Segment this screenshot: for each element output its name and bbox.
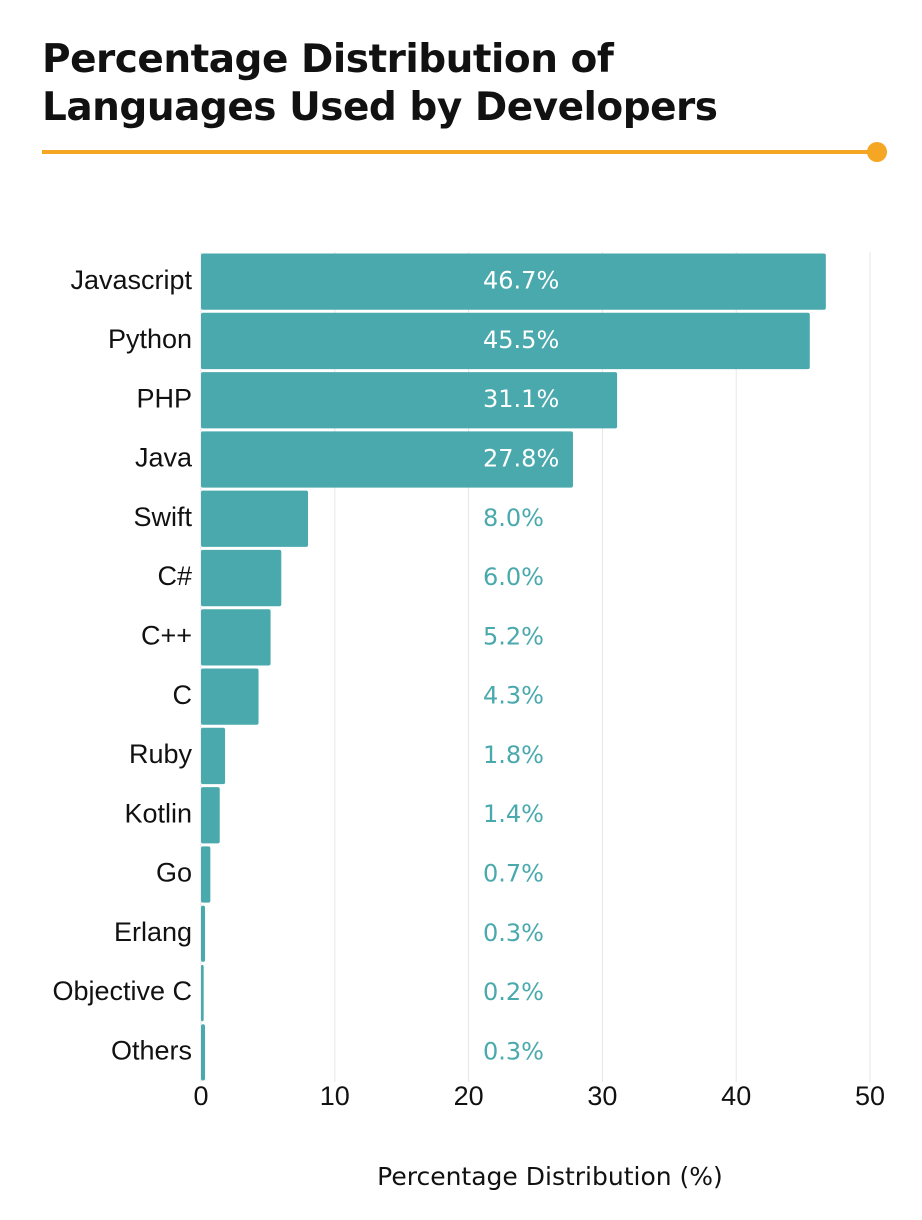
data-label: 0.3% — [483, 1037, 544, 1065]
y-tick-label: PHP — [136, 383, 192, 413]
y-tick-label: C — [173, 680, 193, 710]
data-label: 0.3% — [483, 919, 544, 947]
y-tick-label: Erlang — [114, 917, 192, 947]
bar — [201, 490, 309, 547]
y-tick-label: Kotlin — [124, 798, 192, 828]
x-tick-label: 30 — [587, 1081, 617, 1111]
x-tick-label: 50 — [855, 1081, 885, 1111]
y-tick-label: Swift — [133, 502, 192, 532]
bar — [201, 253, 826, 310]
data-label: 0.2% — [483, 978, 544, 1006]
data-label: 4.3% — [483, 682, 544, 710]
title-rule-dot — [867, 142, 887, 162]
data-label: 45.5% — [483, 326, 559, 354]
bar — [201, 905, 206, 962]
data-label: 46.7% — [483, 267, 559, 295]
data-label: 31.1% — [483, 385, 559, 413]
y-tick-label: Objective C — [52, 976, 192, 1006]
bar — [201, 609, 271, 666]
x-tick-label: 40 — [721, 1081, 751, 1111]
y-tick-label: Javascript — [70, 265, 192, 295]
data-label: 1.4% — [483, 800, 544, 828]
bar — [201, 372, 618, 429]
bar — [201, 964, 204, 1022]
y-tick-label: C++ — [141, 620, 192, 650]
y-tick-label: Go — [156, 858, 192, 888]
y-tick-label: Python — [108, 324, 192, 354]
bar — [201, 727, 226, 785]
data-label: 6.0% — [483, 563, 544, 591]
x-tick-label: 0 — [193, 1081, 208, 1111]
data-label: 27.8% — [483, 445, 559, 473]
data-label: 8.0% — [483, 504, 544, 532]
bar — [201, 846, 211, 903]
data-label: 5.2% — [483, 622, 544, 650]
data-label: 0.7% — [483, 860, 544, 888]
chart-title: Percentage Distribution of Languages Use… — [42, 37, 718, 130]
y-tick-label: Java — [135, 443, 193, 473]
bar — [201, 312, 810, 370]
y-tick-label: Ruby — [129, 739, 193, 769]
bar — [201, 668, 259, 725]
x-tick-label: 20 — [454, 1081, 484, 1111]
x-tick-label: 10 — [320, 1081, 350, 1111]
bar — [201, 1024, 206, 1081]
bar — [201, 431, 573, 488]
bar — [201, 549, 282, 607]
x-axis-label: Percentage Distribution (%) — [377, 1162, 723, 1191]
y-tick-label: C# — [157, 561, 192, 591]
bar — [201, 787, 220, 844]
y-tick-label: Others — [111, 1035, 192, 1065]
data-label: 1.8% — [483, 741, 544, 769]
